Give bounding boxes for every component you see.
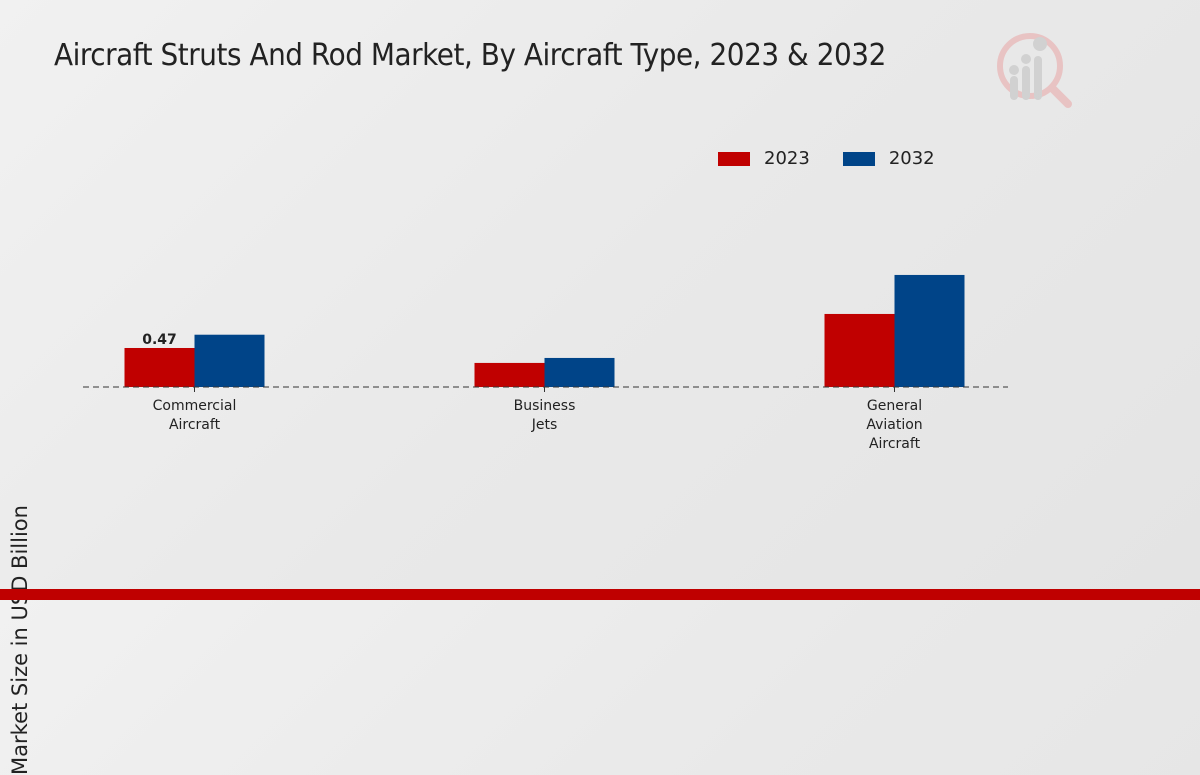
legend: 2023 2032 (718, 148, 968, 169)
footer-bar (0, 589, 1200, 600)
x-tick-label-1-0: Business (514, 398, 576, 414)
legend-swatch-2023 (718, 151, 750, 166)
x-tick-label-2-0: General (867, 398, 922, 414)
bar-2023-0 (124, 347, 195, 387)
legend-item-2032: 2032 (842, 148, 935, 169)
x-tick-label-0-1: Aircraft (169, 417, 221, 433)
chart-title: Aircraft Struts And Rod Market, By Aircr… (54, 38, 886, 73)
x-tick-label-0-0: Commercial (153, 398, 237, 414)
bar-2032-2 (894, 274, 965, 387)
bar-chart: Commercial Aircraft Business Jets General Avi… (83, 274, 1008, 452)
bar-2023-2 (824, 313, 895, 387)
magnifier-bar-chart-logo-icon (997, 33, 1072, 108)
legend-swatch-2032 (842, 151, 875, 166)
bar-2023-1 (474, 362, 545, 387)
legend-label-2023: 2023 (764, 148, 810, 169)
legend-label-2032: 2032 (888, 148, 935, 169)
data-label-0: 0.47 (142, 332, 177, 348)
legend-item-2023: 2023 (718, 148, 810, 169)
bar-2032-0 (194, 334, 265, 387)
x-tick-label-1-1: Jets (531, 417, 558, 433)
x-tick-label-2-2: Aircraft (869, 436, 921, 452)
bar-2032-1 (544, 357, 615, 387)
x-tick-label-2-1: Aviation (866, 417, 922, 433)
